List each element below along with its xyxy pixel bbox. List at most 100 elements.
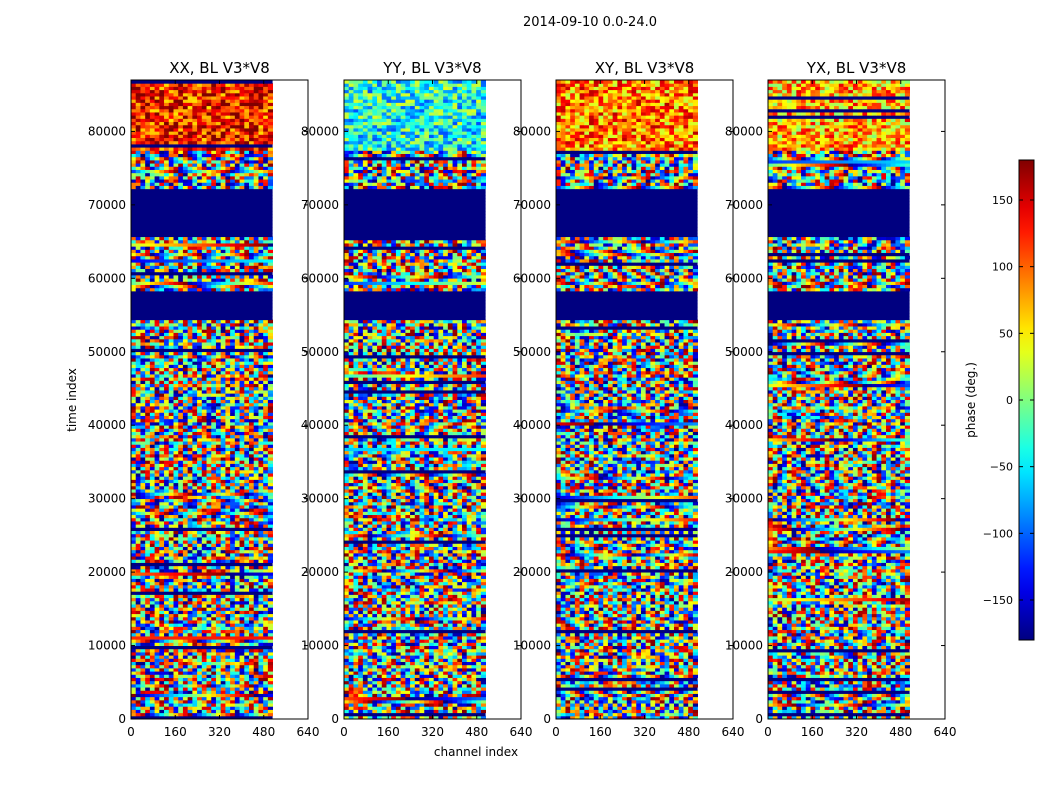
cell bbox=[244, 105, 250, 110]
cell bbox=[225, 514, 231, 519]
cell bbox=[197, 629, 203, 634]
cell bbox=[239, 629, 245, 634]
cell bbox=[178, 412, 184, 416]
cell bbox=[173, 444, 179, 448]
cell bbox=[263, 501, 269, 506]
cell bbox=[225, 699, 231, 704]
cell bbox=[135, 444, 141, 448]
cell bbox=[249, 169, 255, 174]
cell bbox=[267, 418, 273, 423]
cell bbox=[267, 514, 273, 519]
cell bbox=[249, 185, 255, 190]
cell bbox=[149, 175, 155, 180]
cell bbox=[215, 281, 222, 285]
cell bbox=[159, 540, 165, 544]
cell bbox=[154, 405, 160, 410]
cell bbox=[154, 185, 160, 190]
cell bbox=[197, 466, 203, 471]
cell bbox=[140, 488, 146, 493]
cell bbox=[182, 338, 189, 343]
cell bbox=[263, 597, 269, 602]
cell bbox=[145, 393, 151, 397]
cell bbox=[253, 373, 259, 378]
cell bbox=[168, 380, 174, 385]
cell bbox=[215, 504, 222, 509]
cell bbox=[149, 613, 155, 618]
cell bbox=[220, 517, 226, 522]
cell bbox=[267, 498, 273, 503]
cell bbox=[234, 278, 240, 282]
cell bbox=[149, 530, 155, 535]
cell bbox=[253, 639, 259, 643]
cell bbox=[182, 441, 189, 445]
cell bbox=[154, 648, 160, 653]
cell bbox=[159, 690, 165, 694]
cell bbox=[215, 338, 222, 343]
cell bbox=[149, 265, 155, 270]
cell bbox=[234, 338, 240, 343]
cell bbox=[234, 444, 240, 448]
cell bbox=[131, 578, 137, 583]
cell bbox=[164, 453, 170, 458]
cell bbox=[149, 543, 155, 547]
cell bbox=[135, 242, 141, 247]
cell bbox=[267, 447, 273, 452]
cell bbox=[206, 540, 212, 544]
cell bbox=[234, 639, 240, 643]
cell bbox=[211, 150, 217, 154]
cell bbox=[149, 428, 155, 432]
cell bbox=[263, 354, 269, 359]
cell bbox=[258, 556, 264, 560]
cell bbox=[244, 99, 250, 103]
cell bbox=[131, 326, 137, 330]
cell bbox=[164, 511, 170, 516]
cell bbox=[182, 581, 189, 586]
cell bbox=[192, 105, 198, 110]
cell bbox=[187, 709, 193, 714]
cell bbox=[201, 153, 207, 158]
cell bbox=[135, 642, 141, 647]
cell bbox=[234, 588, 240, 592]
cell bbox=[244, 594, 250, 599]
cell bbox=[131, 626, 137, 631]
cell bbox=[168, 530, 174, 535]
cell bbox=[140, 495, 146, 500]
cell bbox=[164, 498, 170, 503]
cell bbox=[258, 92, 264, 97]
cell bbox=[225, 262, 231, 266]
cell bbox=[168, 127, 174, 132]
cell bbox=[164, 472, 170, 477]
cell bbox=[211, 632, 217, 637]
cell bbox=[154, 421, 160, 426]
cell bbox=[201, 377, 207, 381]
cell bbox=[249, 712, 255, 717]
cell bbox=[182, 265, 189, 270]
cell bbox=[215, 434, 222, 439]
cell bbox=[168, 616, 174, 621]
cell bbox=[258, 581, 264, 586]
cell bbox=[192, 671, 198, 675]
cell bbox=[253, 175, 259, 180]
cell bbox=[159, 127, 165, 132]
cell bbox=[206, 460, 212, 464]
cell bbox=[159, 121, 165, 126]
cell bbox=[192, 281, 198, 285]
cell bbox=[253, 552, 259, 557]
cell bbox=[149, 99, 155, 103]
cell bbox=[182, 447, 189, 452]
cell bbox=[206, 172, 212, 177]
cell bbox=[201, 597, 207, 602]
cell bbox=[197, 185, 203, 190]
cell bbox=[178, 680, 184, 685]
cell bbox=[149, 693, 155, 698]
cell bbox=[131, 690, 137, 694]
cell bbox=[173, 274, 179, 279]
cell bbox=[253, 99, 259, 103]
cell bbox=[182, 399, 189, 404]
cell bbox=[197, 626, 203, 631]
cell bbox=[225, 338, 231, 343]
cell bbox=[135, 284, 141, 289]
cell bbox=[263, 508, 269, 512]
cell bbox=[211, 699, 217, 704]
cell bbox=[267, 712, 273, 717]
